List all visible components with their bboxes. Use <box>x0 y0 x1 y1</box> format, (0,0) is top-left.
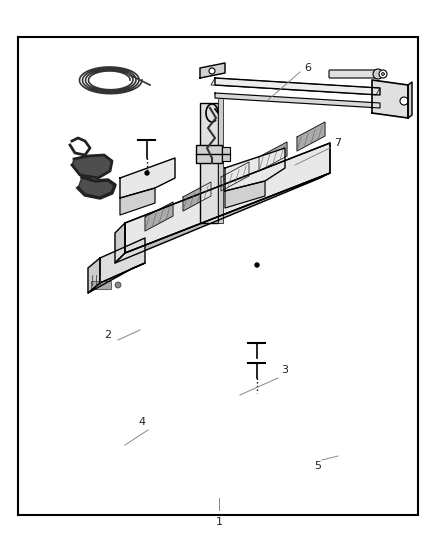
Polygon shape <box>115 223 125 263</box>
Polygon shape <box>115 173 330 263</box>
Polygon shape <box>259 142 287 171</box>
Text: 1: 1 <box>215 517 223 527</box>
Bar <box>200 103 218 223</box>
Bar <box>222 147 230 161</box>
Polygon shape <box>120 188 155 215</box>
Text: 6: 6 <box>304 63 311 73</box>
FancyBboxPatch shape <box>329 70 376 78</box>
Bar <box>218 98 223 223</box>
Polygon shape <box>72 155 112 178</box>
Polygon shape <box>200 63 225 78</box>
Text: 5: 5 <box>314 461 321 471</box>
Circle shape <box>381 72 385 76</box>
Polygon shape <box>221 162 249 191</box>
Polygon shape <box>125 143 330 253</box>
Polygon shape <box>225 181 265 208</box>
Polygon shape <box>88 263 145 293</box>
Circle shape <box>145 171 149 175</box>
Circle shape <box>115 282 121 288</box>
Polygon shape <box>120 158 175 198</box>
Polygon shape <box>145 202 173 231</box>
Polygon shape <box>183 182 211 211</box>
Polygon shape <box>88 258 100 293</box>
Circle shape <box>209 68 215 74</box>
Polygon shape <box>211 78 380 95</box>
Polygon shape <box>78 177 115 198</box>
Bar <box>18 37 418 515</box>
Bar <box>196 145 222 163</box>
Text: 2: 2 <box>104 330 112 340</box>
Polygon shape <box>100 238 145 283</box>
Circle shape <box>255 263 259 267</box>
Circle shape <box>400 97 408 105</box>
Circle shape <box>379 70 387 78</box>
Text: 4: 4 <box>138 417 145 427</box>
Polygon shape <box>215 93 380 108</box>
Text: 7: 7 <box>335 138 342 148</box>
Circle shape <box>373 69 383 79</box>
Text: 3: 3 <box>282 365 289 375</box>
Polygon shape <box>297 122 325 151</box>
Bar <box>91 281 111 289</box>
Polygon shape <box>215 78 380 95</box>
Polygon shape <box>225 148 285 191</box>
Polygon shape <box>372 80 408 118</box>
Polygon shape <box>408 82 412 118</box>
